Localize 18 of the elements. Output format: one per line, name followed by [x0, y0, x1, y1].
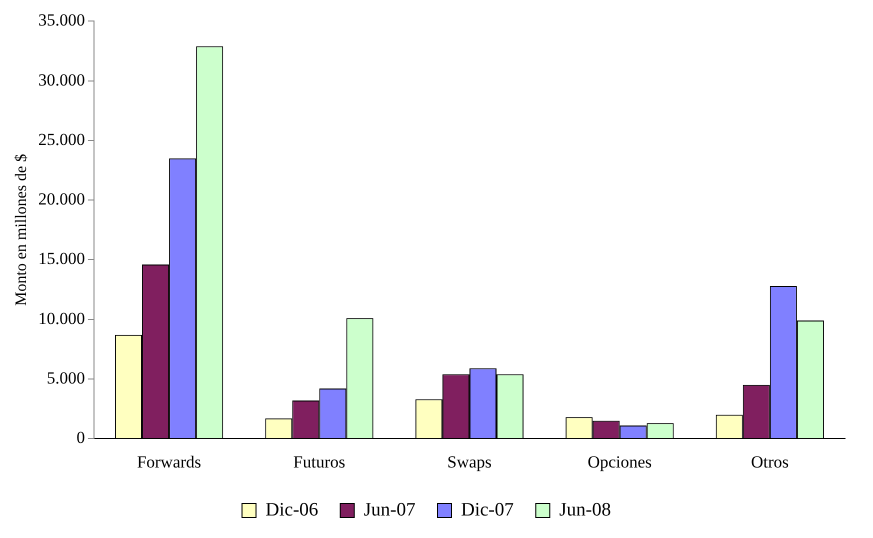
x-tick-label: Futuros — [293, 452, 346, 472]
legend-label: Jun-07 — [364, 499, 416, 520]
y-tick-label: 25.000 — [38, 130, 85, 149]
y-tick-label: 10.000 — [38, 308, 85, 328]
y-tick-label: 35.000 — [38, 10, 85, 30]
y-tick-label: 30.000 — [38, 70, 85, 90]
x-tick-label: Opciones — [588, 452, 652, 472]
y-tick-label: 5.000 — [46, 368, 85, 388]
x-tick-label: Forwards — [136, 452, 202, 472]
legend-label: Dic-07 — [461, 499, 514, 520]
legend-label: Jun-08 — [559, 499, 611, 520]
y-axis-title: Monto en millones de $ — [12, 154, 30, 306]
y-tick-label: 0 — [76, 428, 85, 448]
y-tick-label: 15.000 — [38, 249, 85, 268]
x-tick-label: Swaps — [447, 452, 492, 472]
x-tick-label: Otros — [751, 452, 789, 472]
legend-label: Dic-06 — [266, 499, 318, 520]
y-tick-label: 20.000 — [38, 190, 85, 209]
